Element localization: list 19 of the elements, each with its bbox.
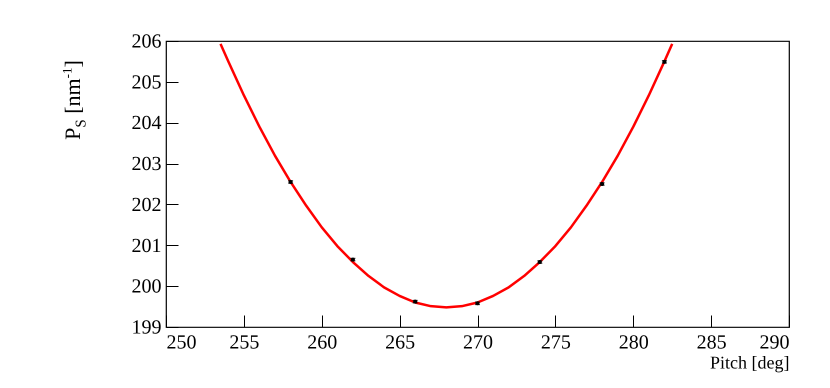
y-tick-label: 202 bbox=[132, 194, 162, 216]
x-tick-label: 290 bbox=[760, 332, 790, 354]
y-tick-label: 199 bbox=[132, 316, 162, 338]
x-tick-label: 265 bbox=[385, 332, 416, 354]
x-tick-label: 270 bbox=[463, 332, 493, 354]
x-tick-label: 280 bbox=[618, 332, 649, 354]
y-tick-label: 204 bbox=[132, 112, 162, 134]
x-tick-label: 260 bbox=[307, 332, 338, 354]
y-tick-label: 200 bbox=[132, 276, 162, 298]
x-tick-label: 255 bbox=[229, 332, 260, 354]
y-tick-label: 201 bbox=[132, 234, 162, 257]
x-tick-label: 275 bbox=[540, 332, 571, 354]
x-tick-label: 285 bbox=[696, 332, 727, 354]
x-axis-title: Pitch [deg] bbox=[710, 352, 790, 372]
y-tick-label: 206 bbox=[132, 30, 162, 52]
y-tick-label: 203 bbox=[132, 153, 162, 176]
line-series bbox=[219, 42, 674, 309]
y-tick-label: 205 bbox=[132, 71, 162, 94]
x-tick-label: 250 bbox=[166, 332, 196, 354]
